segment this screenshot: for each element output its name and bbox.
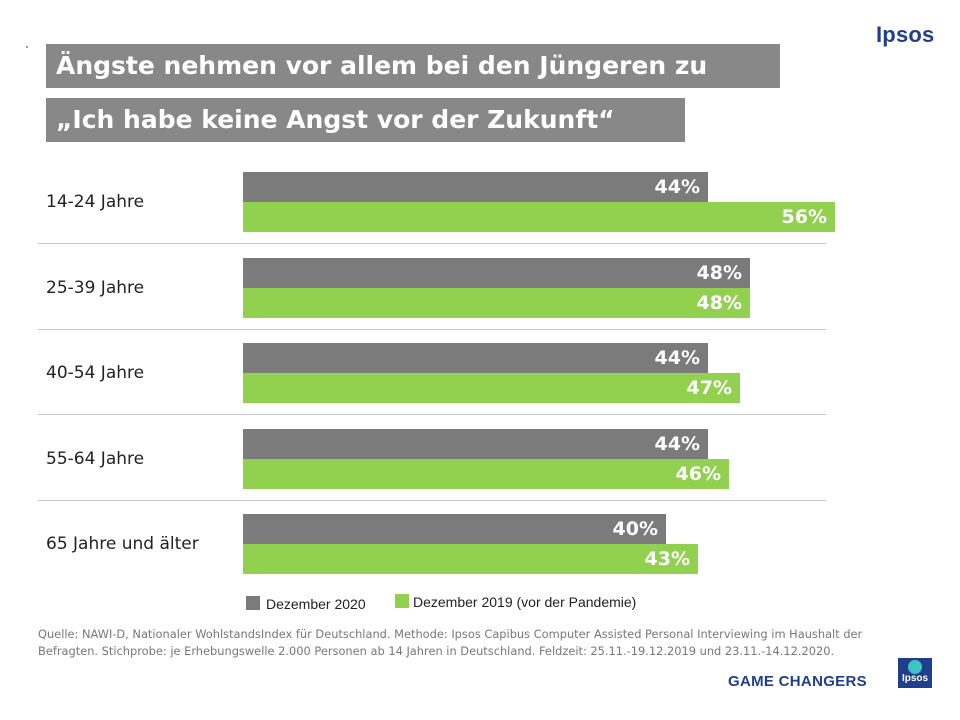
row-separator — [38, 328, 826, 330]
category-label: 40-54 Jahre — [46, 363, 145, 383]
logo-text: Ipsos — [901, 673, 929, 684]
legend-swatch-dezember-2020 — [246, 596, 260, 610]
bar-2019 — [243, 287, 750, 318]
category-label: 55-64 Jahre — [46, 448, 145, 469]
decorative-dot — [26, 46, 28, 48]
bar-2019 — [243, 544, 698, 574]
bar-2019 — [243, 202, 835, 232]
logo-arc-icon — [908, 660, 922, 674]
category-label: 25-39 Jahre — [46, 277, 145, 298]
bar-2020 — [243, 172, 708, 202]
bar-2019 — [243, 373, 740, 403]
bar-2020 — [243, 343, 708, 373]
row-separator — [38, 499, 826, 501]
row-separator — [38, 243, 826, 244]
bar-value-label: 43% — [644, 548, 690, 570]
brand-logo-text: Ipsos — [876, 22, 935, 47]
bar-value-label: 44% — [654, 347, 700, 369]
bar-value-label: 44% — [654, 432, 700, 455]
ipsos-logo: Ipsos — [898, 658, 932, 688]
legend-swatch-dezember-2019 — [395, 594, 409, 608]
bar-2020 — [243, 428, 708, 459]
row-separator — [38, 414, 826, 415]
bar-2020 — [243, 257, 750, 288]
category-label: 65 Jahre und älter — [46, 534, 199, 554]
source-note: Quelle: NAWI-D, Nationaler WohlstandsInd… — [38, 627, 863, 658]
legend-label-dezember-2019: Dezember 2019 (vor der Pandemie) — [413, 594, 637, 610]
category-label: 14-24 Jahre — [46, 192, 145, 212]
legend-label-dezember-2020: Dezember 2020 — [266, 596, 366, 612]
bar-value-label: 48% — [696, 261, 742, 284]
chart-title: Ängste nehmen vor allem bei den Jüngeren… — [46, 44, 780, 88]
bar-value-label: 44% — [654, 176, 700, 198]
tagline: GAME CHANGERS — [728, 673, 867, 690]
bar-value-label: 56% — [781, 206, 827, 228]
bar-value-label: 40% — [612, 518, 658, 540]
bar-value-label: 46% — [675, 462, 721, 485]
bar-2020 — [243, 514, 666, 544]
bar-2019 — [243, 458, 729, 489]
bar-value-label: 48% — [696, 291, 742, 314]
chart-subtitle: „Ich habe keine Angst vor der Zukunft“ — [46, 98, 685, 142]
bar-value-label: 47% — [686, 377, 732, 399]
